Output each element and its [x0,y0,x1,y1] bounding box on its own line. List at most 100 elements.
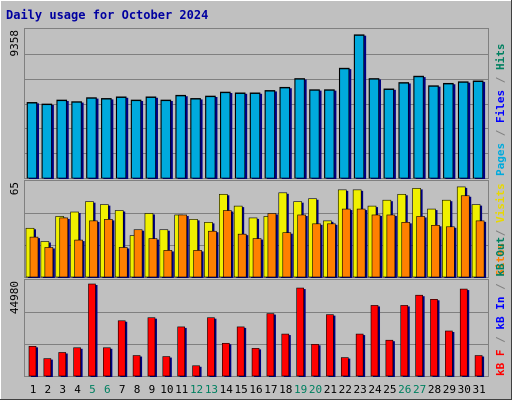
kbf-bar [459,288,468,377]
pages-bar [116,97,127,179]
kbf-bar [43,358,52,377]
pages-bar [220,92,231,179]
sites-bar [327,223,336,278]
sites-bar [416,216,425,278]
kbf-bar [117,320,126,377]
pages-bar [369,78,379,179]
day-label: 18 [279,383,292,396]
legend-sep: / [494,277,507,297]
day-label: 20 [309,383,322,396]
kbf-bar [340,357,349,377]
sites-bar [267,213,277,278]
kbf-bar [251,348,260,377]
sites-bar [237,233,247,278]
sites-bar [44,247,54,278]
day-label: 7 [119,383,126,396]
day-label: 25 [383,383,396,396]
sites-bar [29,236,39,278]
day-label: 22 [339,383,352,396]
kbf-bar [103,347,111,377]
panel-kbytes-legend: kB F / kB In / kB Out [494,237,507,376]
pages-bar [250,93,260,179]
day-label: 14 [220,383,234,396]
sites-bar [475,220,485,278]
pages-bar [324,90,335,179]
day-label: 2 [45,383,52,396]
pages-bar [413,76,424,179]
kbf-bar [474,355,483,377]
kbf-bar [385,339,394,377]
day-label: 9 [149,383,156,396]
day-label: 28 [428,383,441,396]
legend-kb-out: kB Out [494,237,507,277]
kbf-bar [355,333,364,377]
day-label: 8 [134,383,141,396]
sites-bar [74,239,83,278]
pages-bar [309,90,320,179]
kbf-bar [445,330,453,377]
panel-kbytes: 44980 kB F / kB In / kB Out [8,237,507,377]
pages-bar [428,86,439,179]
legend-visits: Visits [494,183,507,223]
sites-bar [386,214,396,278]
pages-bar [384,89,394,179]
day-label: 6 [104,383,111,396]
legend-sep: / [494,123,507,143]
day-label: 4 [74,383,81,396]
kbf-bar [162,356,171,377]
day-label: 5 [89,383,96,396]
sites-bar [282,232,292,278]
pages-bar [279,87,290,179]
sites-bar [297,214,306,278]
kbf-bar [73,347,81,377]
pages-bar [235,93,245,179]
day-label: 15 [235,383,248,396]
panel-visits: 65 Sites / Visits [8,180,507,278]
legend-sep: / [494,70,507,90]
sites-bar [59,217,69,278]
pages-bar [294,78,305,179]
sites-bar [446,226,455,278]
panel-visits-legend: Sites / Visits [494,183,507,276]
sites-bar [223,210,232,278]
kbf-bar [222,342,230,377]
day-label: 26 [398,383,411,396]
pages-bar [161,100,171,179]
day-label: 31 [472,383,485,396]
day-label: 11 [175,383,188,396]
panel-hits-legend: Pages / Files / Hits [494,44,507,177]
pages-bar [265,90,275,179]
kbf-bar [192,365,200,377]
day-label: 12 [190,383,203,396]
kbf-bar [58,352,67,377]
sites-bar [208,230,217,278]
panel-hits: 9358 Pages / Files / Hits [8,28,507,179]
kbf-bar [147,317,156,377]
legend-kb-in: kB In [494,297,507,330]
legend-sep: / [494,223,507,243]
pages-bar [101,98,112,179]
x-axis-day-labels: 1 2 3 4 5 6 7 8 9 10 11 12 13 14 15 16 17 18 19 20 21 22 23 24 2… [30,383,486,396]
pages-bar [473,81,483,179]
kbf-bar [132,355,141,377]
kbf-bar [400,305,409,377]
day-label: 3 [59,383,66,396]
sites-bar [193,250,202,278]
sites-bar [178,214,187,278]
pages-bar [398,82,409,179]
pages-bar [175,95,186,179]
day-label: 1 [30,383,37,396]
day-label: 23 [354,383,367,396]
sites-bar [163,250,173,278]
pages-bar [86,98,97,179]
day-label: 29 [443,383,456,396]
panel-kbytes-bars [28,283,485,377]
day-label: 27 [413,383,426,396]
sites-bar [252,238,262,278]
sites-bar [312,223,321,278]
legend-hits: Hits [494,44,507,71]
pages-bar [205,96,216,179]
kbf-bar [177,326,185,377]
legend-files: Files [494,90,507,123]
